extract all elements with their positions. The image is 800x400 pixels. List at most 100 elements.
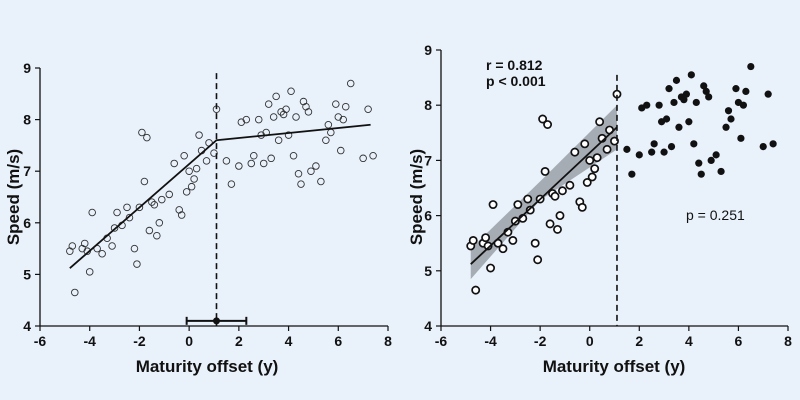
- pre-threshold-point: [543, 120, 553, 129]
- post-threshold-point: [700, 82, 708, 90]
- post-threshold-point: [635, 151, 643, 159]
- left-data-point: [177, 211, 186, 219]
- left-data-point: [125, 213, 134, 222]
- post-threshold-point: [717, 167, 725, 176]
- left-data-point: [98, 250, 106, 258]
- pre-threshold-point: [533, 255, 543, 265]
- post-threshold-point: [650, 140, 658, 148]
- post-threshold-point: [660, 148, 668, 156]
- left-data-point: [170, 159, 178, 168]
- left-data-point: [242, 115, 251, 124]
- post-threshold-point: [727, 115, 735, 123]
- left-points: [66, 79, 377, 297]
- post-threshold-point: [648, 148, 656, 156]
- left-data-point: [307, 167, 315, 175]
- post-threshold-point: [680, 96, 688, 104]
- left-x-tick-label: -2: [133, 333, 146, 349]
- post-threshold-point: [722, 123, 730, 131]
- post-threshold-point: [732, 85, 740, 93]
- pre-threshold-point: [538, 114, 548, 124]
- left-data-point: [148, 198, 156, 206]
- pre-threshold-point: [555, 211, 565, 221]
- left-data-point: [289, 151, 298, 160]
- left-data-point: [150, 200, 159, 209]
- right-axes: [436, 49, 789, 331]
- left-y-tick-label: 9: [23, 60, 31, 76]
- pre-threshold-point: [553, 224, 562, 234]
- post-threshold-point: [705, 93, 713, 101]
- post-threshold-point: [662, 115, 671, 123]
- right-x-tick-label: -2: [534, 333, 547, 349]
- pre-threshold-point: [471, 285, 481, 295]
- left-data-point: [140, 177, 149, 186]
- left-x-tick-label: 6: [334, 333, 342, 349]
- post-threshold-point: [682, 90, 690, 98]
- right-x-tick-label: 4: [685, 333, 693, 349]
- pre-threshold-point: [508, 235, 518, 245]
- left-data-point: [254, 115, 263, 124]
- breakpoint-estimate-point: [212, 317, 220, 325]
- left-data-point: [80, 239, 89, 248]
- left-data-point: [324, 121, 333, 129]
- left-data-point: [68, 242, 77, 250]
- left-data-point: [195, 131, 203, 139]
- post-threshold-point: [685, 118, 693, 126]
- left-data-point: [259, 159, 268, 168]
- pre-threshold-point: [582, 178, 592, 187]
- left-data-point: [297, 180, 305, 188]
- left-data-point: [250, 151, 258, 160]
- r-annotation: r = 0.812: [486, 57, 543, 73]
- left-data-point: [108, 242, 116, 250]
- post-threshold-point: [675, 123, 683, 131]
- left-data-point: [304, 108, 313, 116]
- pre-threshold-point: [602, 144, 612, 154]
- post-threshold-point: [739, 101, 747, 109]
- post-threshold-point: [667, 143, 676, 151]
- post-threshold-point: [707, 156, 715, 164]
- pre-threshold-point: [513, 200, 523, 210]
- left-data-point: [267, 154, 275, 163]
- left-data-point: [182, 188, 191, 196]
- left-data-point: [130, 244, 139, 253]
- post-threshold-point: [687, 71, 695, 79]
- regression-line: [470, 126, 618, 265]
- right-y-tick-label: 5: [424, 263, 432, 279]
- left-data-point: [165, 190, 174, 199]
- right-y-axis-title: Speed (m/s): [407, 149, 426, 245]
- right-y-tick-label: 6: [424, 208, 432, 224]
- left-lines: [69, 73, 371, 326]
- left-axes: [35, 67, 389, 331]
- left-tick-labels: -6 -4 -2 0 2 4 6 8 4 5 6 7 8 9: [23, 60, 392, 349]
- left-data-point: [222, 157, 231, 165]
- left-x-tick-label: -4: [83, 333, 96, 349]
- left-data-point: [155, 219, 164, 227]
- left-data-point: [287, 87, 295, 95]
- left-y-tick-label: 8: [23, 112, 31, 128]
- post-threshold-point: [628, 170, 636, 178]
- post-threshold-point: [655, 101, 663, 109]
- left-data-point: [341, 102, 350, 111]
- pre-threshold-point: [483, 241, 493, 251]
- pre-threshold-point: [587, 172, 597, 182]
- p-after-annotation: p = 0.251: [686, 207, 745, 223]
- left-data-point: [312, 162, 320, 170]
- left-data-point: [264, 100, 273, 108]
- left-data-point: [274, 136, 283, 144]
- pre-threshold-point: [565, 180, 575, 190]
- pre-threshold-point: [592, 153, 602, 163]
- left-data-point: [284, 131, 293, 139]
- left-x-tick-label: -6: [34, 333, 47, 349]
- left-fit-line: [69, 123, 371, 269]
- post-threshold-point: [724, 107, 733, 115]
- right-y-tick-label: 4: [424, 318, 432, 334]
- left-data-point: [113, 208, 121, 217]
- left-y-tick-label: 7: [23, 163, 31, 179]
- pre-threshold-point: [486, 263, 496, 273]
- pre-threshold-point: [481, 233, 491, 243]
- left-data-point: [153, 231, 161, 240]
- left-data-point: [364, 105, 372, 114]
- pre-threshold-point: [590, 164, 600, 174]
- post-threshold-point: [665, 85, 673, 93]
- left-y-axis-title: Speed (m/s): [4, 149, 23, 245]
- pre-threshold-point: [468, 235, 478, 245]
